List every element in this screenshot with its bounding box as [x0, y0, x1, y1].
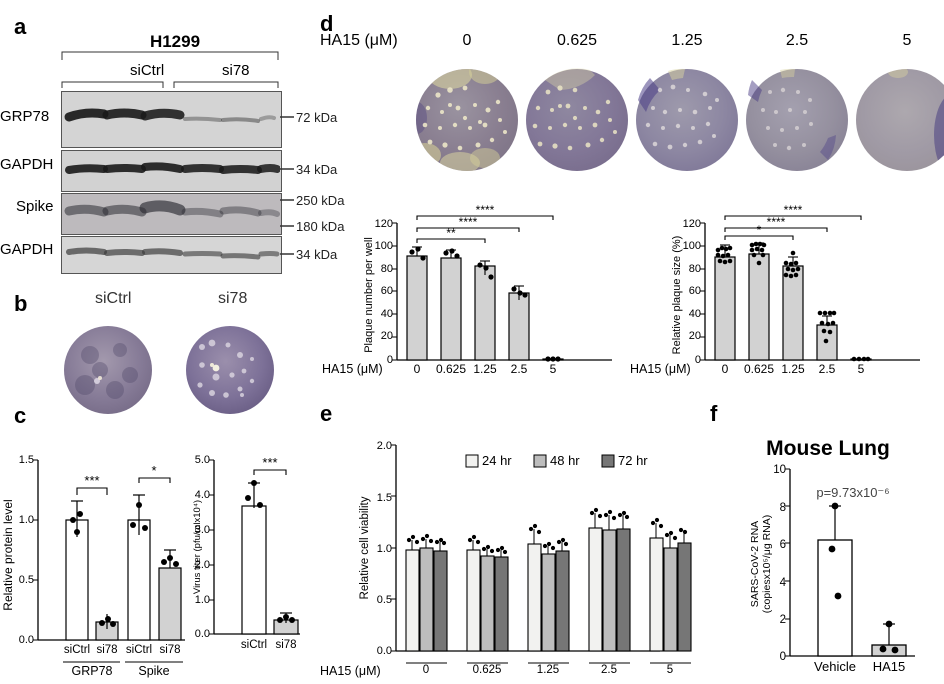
svg-text:0.0: 0.0 — [19, 634, 34, 646]
svg-text:****: **** — [784, 203, 803, 217]
svg-text:2.5: 2.5 — [511, 362, 528, 376]
svg-text:siCtrl: siCtrl — [241, 639, 267, 651]
svg-text:2.0: 2.0 — [377, 440, 392, 452]
svg-text:0: 0 — [780, 651, 786, 663]
svg-text:(copiesx10⁵/μg RNA): (copiesx10⁵/μg RNA) — [761, 515, 773, 614]
svg-text:1.5: 1.5 — [19, 454, 34, 466]
svg-text:60: 60 — [381, 285, 393, 297]
svg-text:0.5: 0.5 — [19, 574, 34, 586]
svg-text:Plaque number per well: Plaque number per well — [363, 237, 375, 353]
svg-text:***: *** — [262, 455, 277, 470]
svg-text:4.0: 4.0 — [195, 489, 210, 501]
svg-text:2: 2 — [780, 614, 786, 626]
svg-text:2.5: 2.5 — [601, 664, 617, 676]
svg-text:GRP78: GRP78 — [72, 664, 113, 678]
svg-text:Virus titer (pfu/mlx10⁴): Virus titer (pfu/mlx10⁴) — [192, 500, 203, 594]
svg-text:1.0: 1.0 — [195, 594, 210, 606]
svg-text:1.25: 1.25 — [781, 362, 805, 376]
svg-text:1.25: 1.25 — [537, 664, 559, 676]
svg-text:5: 5 — [550, 362, 557, 376]
svg-text:*: * — [151, 463, 156, 478]
svg-text:0: 0 — [423, 664, 429, 676]
svg-text:120: 120 — [375, 218, 393, 230]
svg-text:40: 40 — [381, 308, 393, 320]
svg-text:0.625: 0.625 — [744, 362, 774, 376]
svg-text:10: 10 — [773, 464, 786, 476]
svg-text:0.0: 0.0 — [377, 645, 392, 657]
svg-text:0.5: 0.5 — [377, 594, 392, 606]
svg-text:80: 80 — [689, 263, 701, 275]
svg-text:**: ** — [446, 226, 456, 240]
svg-text:1.5: 1.5 — [377, 492, 392, 504]
svg-text:120: 120 — [683, 218, 701, 230]
svg-text:Relative cell viability: Relative cell viability — [359, 496, 371, 599]
svg-text:100: 100 — [375, 240, 393, 252]
svg-text:1.0: 1.0 — [377, 543, 392, 555]
svg-text:8: 8 — [780, 502, 786, 514]
svg-text:****: **** — [476, 203, 495, 217]
svg-text:20: 20 — [689, 330, 701, 342]
svg-text:80: 80 — [381, 263, 393, 275]
svg-text:0.625: 0.625 — [473, 664, 502, 676]
svg-text:Spike: Spike — [138, 664, 169, 678]
svg-text:5.0: 5.0 — [195, 454, 210, 466]
svg-text:siCtrl: siCtrl — [64, 644, 90, 656]
svg-text:si78: si78 — [275, 639, 296, 651]
svg-text:1.25: 1.25 — [473, 362, 497, 376]
svg-text:5: 5 — [858, 362, 865, 376]
svg-text:48 hr: 48 hr — [550, 453, 580, 468]
svg-text:100: 100 — [683, 240, 701, 252]
svg-text:SARS-CoV-2 RNA: SARS-CoV-2 RNA — [749, 521, 761, 607]
svg-text:HA15 (μM): HA15 (μM) — [322, 362, 383, 376]
svg-text:Relative protein level: Relative protein level — [1, 499, 15, 610]
svg-text:6: 6 — [780, 539, 786, 551]
svg-text:HA15: HA15 — [873, 659, 906, 674]
svg-text:20: 20 — [381, 330, 393, 342]
svg-text:4: 4 — [780, 577, 787, 589]
svg-text:0: 0 — [722, 362, 729, 376]
svg-text:1.0: 1.0 — [19, 514, 34, 526]
svg-text:siCtrl: siCtrl — [126, 644, 152, 656]
svg-text:Relative plaque size (%): Relative plaque size (%) — [671, 236, 683, 355]
svg-text:Vehicle: Vehicle — [814, 659, 856, 674]
svg-text:HA15 (μM): HA15 (μM) — [630, 362, 691, 376]
svg-text:*: * — [757, 223, 762, 237]
svg-text:si78: si78 — [96, 644, 117, 656]
svg-text:p=9.73x10⁻⁶: p=9.73x10⁻⁶ — [816, 485, 889, 500]
svg-text:****: **** — [459, 215, 478, 229]
svg-text:0: 0 — [414, 362, 421, 376]
svg-text:40: 40 — [689, 308, 701, 320]
svg-text:24 hr: 24 hr — [482, 453, 512, 468]
svg-text:72 hr: 72 hr — [618, 453, 648, 468]
svg-text:****: **** — [767, 215, 786, 229]
svg-text:si78: si78 — [159, 644, 180, 656]
svg-text:0.0: 0.0 — [195, 628, 210, 640]
svg-text:***: *** — [84, 473, 99, 488]
svg-text:0.625: 0.625 — [436, 362, 466, 376]
svg-text:2.5: 2.5 — [819, 362, 836, 376]
svg-text:60: 60 — [689, 285, 701, 297]
svg-text:5: 5 — [667, 664, 673, 676]
